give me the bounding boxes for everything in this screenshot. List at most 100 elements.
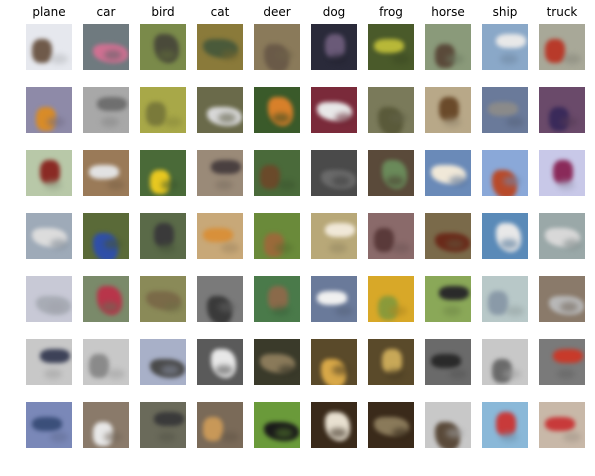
texture-patch: [47, 117, 65, 127]
thumbnail-plane-7: [26, 402, 72, 448]
thumbnail-horse-2: [425, 87, 471, 133]
texture-patch: [104, 239, 122, 249]
texture-patch: [161, 180, 179, 190]
thumbnail-truck-2: [539, 87, 585, 133]
texture-patch: [443, 306, 461, 316]
thumbnail-dog-3: [311, 150, 357, 196]
frog-icon: [374, 39, 404, 53]
truck-icon: [553, 349, 583, 363]
texture-patch: [101, 302, 119, 312]
texture-patch: [563, 239, 581, 249]
plane-icon: [32, 39, 52, 63]
column-label-car: car: [96, 5, 116, 19]
texture-patch: [506, 117, 524, 127]
texture-patch: [446, 428, 464, 438]
texture-patch: [50, 432, 68, 442]
texture-patch: [557, 369, 575, 379]
thumbnail-cat-4: [197, 213, 243, 259]
thumbnail-dog-6: [311, 339, 357, 385]
thumbnail-car-4: [83, 213, 129, 259]
thumbnail-frog-4: [368, 213, 414, 259]
texture-patch: [449, 369, 467, 379]
deer-icon: [260, 165, 280, 189]
texture-patch: [392, 243, 410, 253]
thumbnail-truck-1: [539, 24, 585, 70]
thumbnail-cat-6: [197, 339, 243, 385]
texture-patch: [275, 428, 293, 438]
texture-patch: [107, 180, 125, 190]
bird-icon: [146, 102, 166, 126]
texture-patch: [500, 432, 518, 442]
plane-icon: [32, 417, 62, 431]
texture-patch: [161, 365, 179, 375]
texture-patch: [506, 306, 524, 316]
column-label-plane: plane: [32, 5, 66, 19]
truck-icon: [553, 160, 573, 184]
texture-patch: [563, 432, 581, 442]
thumbnail-truck-3: [539, 150, 585, 196]
texture-patch: [449, 176, 467, 186]
texture-patch: [386, 369, 404, 379]
frog-icon: [382, 349, 402, 373]
thumbnail-ship-1: [482, 24, 528, 70]
ship-icon: [488, 291, 508, 315]
texture-patch: [560, 117, 578, 127]
thumbnail-ship-5: [482, 276, 528, 322]
texture-patch: [557, 180, 575, 190]
texture-patch: [215, 365, 233, 375]
texture-patch: [500, 239, 518, 249]
thumbnail-frog-2: [368, 87, 414, 133]
thumbnail-cat-7: [197, 402, 243, 448]
column-label-ship: ship: [492, 5, 518, 19]
thumbnail-truck-5: [539, 276, 585, 322]
ship-icon: [488, 102, 518, 116]
thumbnail-plane-1: [26, 24, 72, 70]
texture-patch: [332, 365, 350, 375]
column-label-horse: horse: [431, 5, 465, 19]
texture-patch: [158, 50, 176, 60]
texture-patch: [221, 243, 239, 253]
horse-icon: [439, 286, 469, 300]
texture-patch: [392, 54, 410, 64]
texture-patch: [503, 176, 521, 186]
thumbnail-bird-6: [140, 339, 186, 385]
thumbnail-ship-2: [482, 87, 528, 133]
thumbnail-truck-4: [539, 213, 585, 259]
thumbnail-plane-5: [26, 276, 72, 322]
texture-patch: [563, 54, 581, 64]
thumbnail-deer-1: [254, 24, 300, 70]
thumbnail-plane-6: [26, 339, 72, 385]
thumbnail-horse-1: [425, 24, 471, 70]
horse-icon: [439, 97, 459, 121]
thumbnail-dog-5: [311, 276, 357, 322]
thumbnail-car-7: [83, 402, 129, 448]
texture-patch: [215, 180, 233, 190]
texture-patch: [104, 50, 122, 60]
thumbnail-deer-2: [254, 87, 300, 133]
texture-patch: [332, 176, 350, 186]
thumbnail-frog-5: [368, 276, 414, 322]
texture-patch: [272, 306, 290, 316]
bird-icon: [154, 412, 184, 426]
thumbnail-bird-2: [140, 87, 186, 133]
dog-icon: [325, 223, 355, 237]
column-label-cat: cat: [210, 5, 230, 19]
thumbnail-car-2: [83, 87, 129, 133]
texture-patch: [47, 302, 65, 312]
texture-patch: [164, 302, 182, 312]
texture-patch: [164, 117, 182, 127]
thumbnail-horse-7: [425, 402, 471, 448]
thumbnail-ship-7: [482, 402, 528, 448]
bird-icon: [154, 223, 174, 247]
thumbnail-deer-5: [254, 276, 300, 322]
texture-patch: [386, 176, 404, 186]
horse-icon: [431, 354, 461, 368]
thumbnail-plane-3: [26, 150, 72, 196]
texture-patch: [218, 113, 236, 123]
thumbnail-truck-7: [539, 402, 585, 448]
thumbnail-bird-3: [140, 150, 186, 196]
texture-patch: [560, 302, 578, 312]
frog-icon: [374, 228, 394, 252]
thumbnail-ship-4: [482, 213, 528, 259]
texture-patch: [389, 306, 407, 316]
